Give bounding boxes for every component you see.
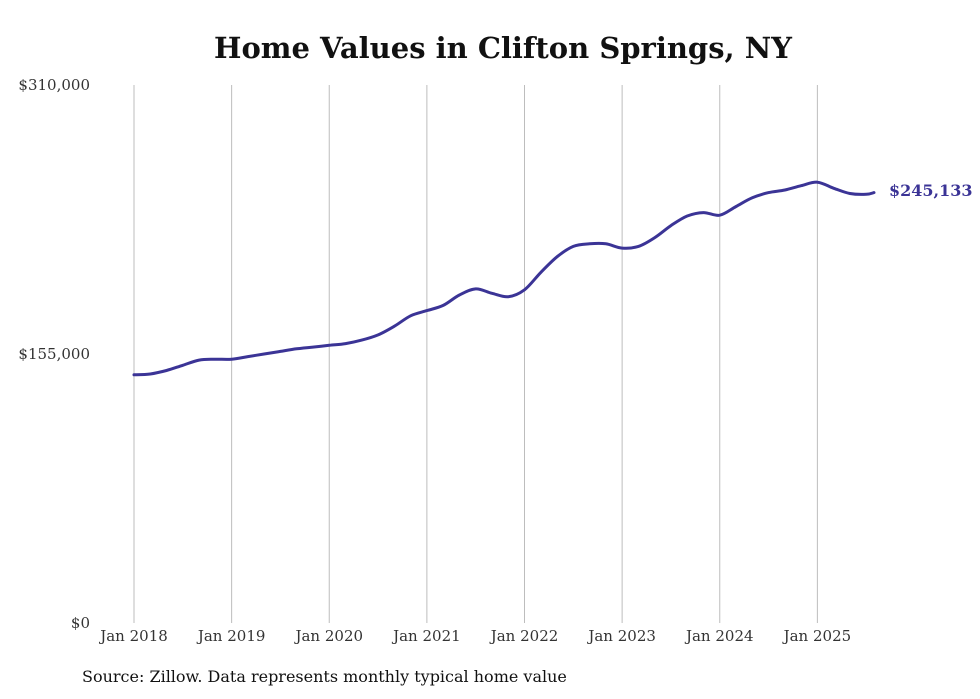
x-tick-label: Jan 2023 [586,627,656,645]
y-axis: $0 $155,000 $310,000 [18,76,90,632]
x-tick-label: Jan 2024 [684,627,754,645]
x-tick-label: Jan 2020 [293,627,363,645]
chart-title: Home Values in Clifton Springs, NY [214,31,792,65]
x-axis: Jan 2018 Jan 2019 Jan 2020 Jan 2021 Jan 2022… [98,627,851,645]
x-tick-label: Jan 2022 [489,627,559,645]
source-note: Source: Zillow. Data represents monthly … [82,667,567,686]
x-tick-label: Jan 2019 [196,627,266,645]
x-grid [133,85,818,623]
end-value-label: $245,133 [889,181,973,200]
x-tick-label: Jan 2025 [782,627,852,645]
series-group [132,180,876,377]
x-tick-label: Jan 2021 [391,627,461,645]
y-tick-label: $0 [71,614,90,632]
series-line [132,180,876,377]
y-tick-label: $310,000 [18,76,90,94]
y-tick-label: $155,000 [18,345,90,363]
x-tick-label: Jan 2018 [98,627,168,645]
